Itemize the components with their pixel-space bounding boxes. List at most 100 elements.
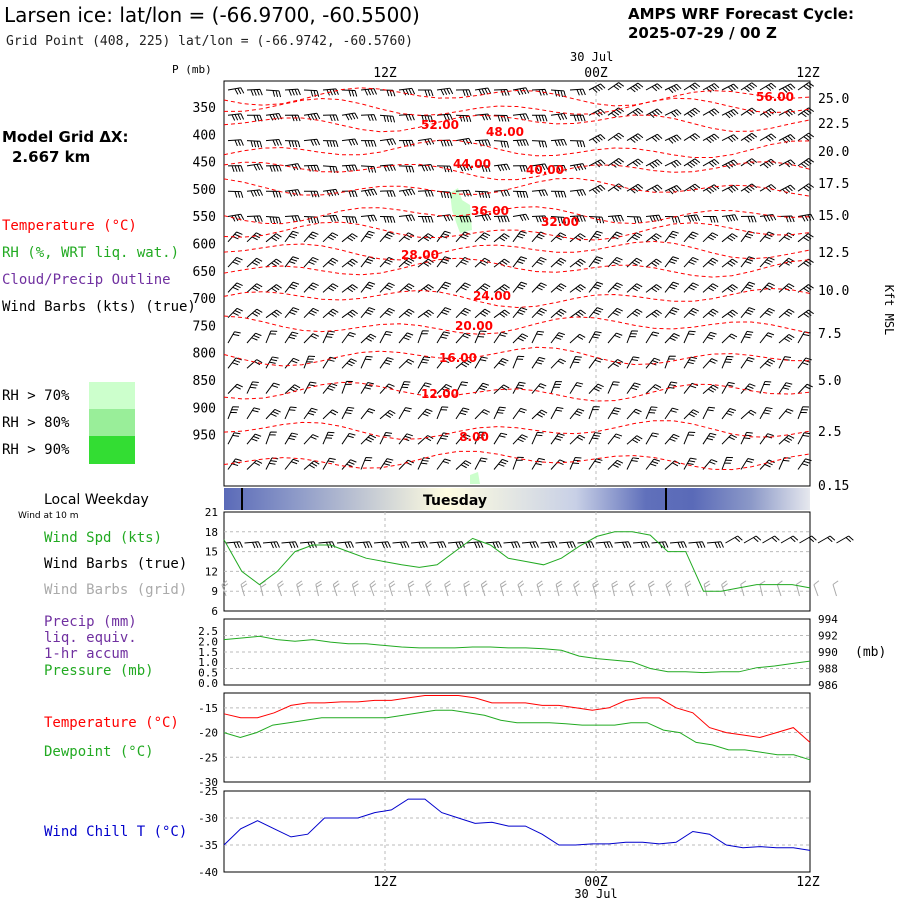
y-tick-label: 12: [205, 565, 218, 578]
wind-barb: [379, 164, 396, 172]
wind-barb: [474, 382, 489, 394]
wind-barb: [626, 330, 638, 344]
isotherm-line: [223, 287, 811, 309]
wind-barb: [588, 307, 604, 319]
wind-barb: [379, 383, 395, 394]
height-tick-label: 17.5: [818, 177, 849, 192]
wind-barb-true: [521, 541, 539, 549]
wind-barb: [474, 356, 488, 369]
wind-barb: [607, 407, 621, 420]
wind-barb: [759, 358, 776, 369]
wind-barb: [683, 431, 696, 445]
wind-barb: [512, 190, 529, 198]
wind-barb: [341, 112, 359, 121]
wind-barb: [569, 457, 582, 470]
wind-barb: [418, 89, 434, 97]
wind-barb: [740, 409, 757, 420]
isotherm-lines: [223, 87, 811, 471]
wind-barb: [683, 330, 696, 344]
wind-barb: [341, 459, 357, 470]
wind-barb: [379, 307, 395, 319]
page-title: Larsen ice: lat/lon = (-66.9700, -60.550…: [4, 3, 420, 27]
wind-barb: [778, 283, 795, 293]
wind-barb: [512, 230, 527, 243]
wind-barb: [797, 258, 814, 268]
temperature-ticks: -15 -20 -25 -30: [198, 702, 218, 789]
isotherm-line: [223, 139, 811, 158]
precip-tick-label: 0.0: [198, 677, 218, 690]
wind-barb: [284, 331, 299, 344]
height-tick-label: 25.0: [818, 92, 849, 107]
pressure-tick-label: 450: [193, 156, 216, 171]
isotherm-line: [223, 240, 811, 261]
wind-barb: [512, 333, 529, 344]
wind-barb: [284, 114, 301, 122]
wind-barb: [797, 213, 815, 222]
wind-barb: [455, 163, 473, 172]
wind-barb: [531, 431, 544, 445]
wind-barb-true: [484, 541, 502, 549]
wind-barb: [797, 383, 813, 394]
wind-barb: [227, 307, 243, 319]
precip-legend-2: liq. equiv.: [44, 630, 137, 646]
wind-barb: [664, 159, 682, 168]
wind-barb: [607, 107, 625, 118]
isotherm-line: [223, 346, 811, 367]
wind-at-10m-label: Wind at 10 m: [18, 511, 78, 521]
wind-barb-grid: [444, 580, 452, 597]
wind-barb-true: [503, 541, 521, 549]
wind-barb: [474, 190, 491, 199]
wind-barb: [702, 432, 717, 445]
height-ticks: 25.0 22.5 20.0 17.5 15.0 12.5 10.0 7.5 5.0 2.5 0.1…: [818, 92, 849, 494]
wind-barb: [721, 159, 739, 169]
wind-barb: [664, 256, 679, 268]
height-tick-label: 15.0: [818, 209, 849, 224]
isotherm-label: 8.00: [459, 430, 489, 444]
wind-barb-grid: [499, 580, 507, 597]
wind-barb: [645, 357, 661, 369]
wind-barb: [284, 307, 300, 319]
wind-barb: [474, 330, 487, 344]
wind-barb: [246, 359, 263, 369]
wind-barb: [607, 307, 623, 319]
wind-barb: [379, 409, 396, 420]
wind-barb-true: [706, 541, 724, 549]
wind-barb: [683, 133, 701, 142]
wind-barb: [588, 256, 603, 268]
wind-barb: [474, 113, 492, 121]
height-tick-label: 7.5: [818, 327, 841, 342]
wind-barb: [493, 233, 510, 243]
wind-barb: [246, 308, 263, 319]
wind-barb: [303, 164, 320, 172]
wind-barb: [721, 108, 739, 119]
precip-tick-label: 1.5: [198, 646, 218, 659]
isotherm-label: 24.00: [473, 289, 511, 303]
wind-barb: [284, 215, 301, 223]
y-tick-label: 9: [211, 585, 218, 598]
wind-barb: [455, 407, 470, 420]
wind-barb: [626, 356, 640, 369]
wind-barb: [645, 159, 663, 169]
wind-barb: [532, 114, 548, 122]
wind-barb: [360, 307, 376, 319]
pressure-tick-label: 800: [193, 347, 216, 362]
wind-barb: [418, 216, 434, 223]
wind-barb: [797, 233, 814, 243]
wind-barb: [379, 114, 396, 123]
wind-barb: [341, 406, 355, 420]
wind-barb: [703, 216, 719, 223]
height-tick-label: 12.5: [818, 246, 849, 261]
wind-barb: [436, 256, 451, 268]
wind-barb: [227, 165, 244, 172]
wind-barb: [303, 434, 319, 445]
wind-barb: [436, 281, 452, 293]
wind-barb: [417, 284, 434, 293]
isotherm-line: [223, 381, 811, 402]
wind-barb: [512, 165, 529, 172]
wind-barb: [550, 216, 567, 224]
wind-barb: [436, 331, 450, 344]
wind-barb: [417, 309, 434, 319]
wind-barb: [683, 231, 699, 243]
wind-barb: [721, 381, 735, 394]
wind-barb: [360, 434, 377, 445]
